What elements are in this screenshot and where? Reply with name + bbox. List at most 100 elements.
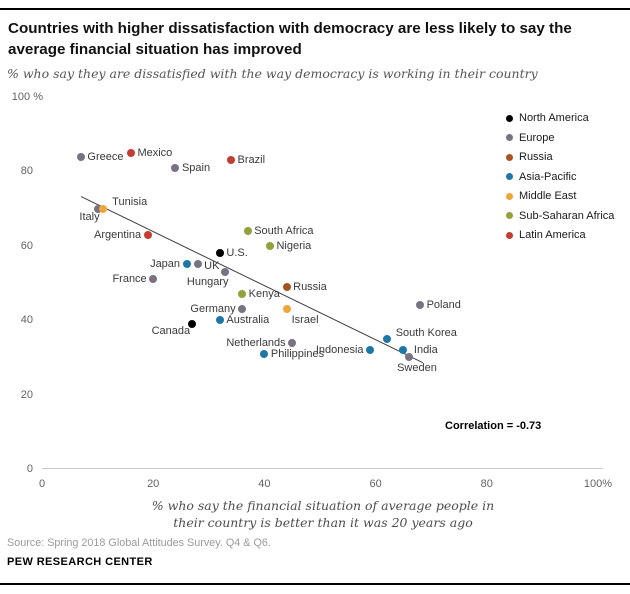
data-point-israel xyxy=(282,305,291,314)
top-divider xyxy=(0,8,630,10)
legend-item-north-america: North America xyxy=(506,112,614,124)
y-axis-tick-label: 20 xyxy=(20,388,33,401)
data-point-label-south-africa: South Africa xyxy=(254,224,314,237)
data-point-label-south-korea: South Korea xyxy=(395,326,457,339)
data-point-uk xyxy=(193,260,202,269)
legend-swatch-icon xyxy=(506,212,513,219)
page-title-line-1: Countries with higher dissatisfaction wi… xyxy=(8,20,572,37)
data-point-label-india: India xyxy=(413,343,438,356)
bottom-divider xyxy=(0,583,630,585)
data-point-label-indonesia: Indonesia xyxy=(315,343,364,356)
legend-label: North America xyxy=(519,112,589,124)
page-title-line-2: average financial situation has improved xyxy=(8,40,302,58)
legend-label: Russia xyxy=(519,151,553,163)
data-point-label-argentina: Argentina xyxy=(94,228,142,241)
data-point-label-hungary: Hungary xyxy=(186,275,229,288)
data-point-india xyxy=(399,345,408,354)
data-point-netherlands xyxy=(288,338,297,347)
data-point-label-u-s: U.S. xyxy=(226,247,248,260)
x-axis-tick-label: 60 xyxy=(369,478,382,490)
y-axis-tick-label: 40 xyxy=(20,314,33,327)
y-axis-tick-label: 0 xyxy=(26,463,33,475)
data-point-south-korea xyxy=(382,334,391,343)
data-point-canada xyxy=(188,319,197,328)
legend: North America Europe Russia Asia-Pacific Mid… xyxy=(506,112,614,249)
correlation-annotation: Correlation = -0.73 xyxy=(445,420,542,432)
data-point-label-mexico: Mexico xyxy=(137,146,173,159)
data-point-spain xyxy=(171,163,180,172)
chart-subtitle: % who say they are dissatisfied with the… xyxy=(7,66,538,81)
page-title: Countries with higher dissatisfaction wi… xyxy=(8,19,618,60)
legend-item-europe: Europe xyxy=(506,132,614,144)
legend-label: Sub-Saharan Africa xyxy=(519,209,615,222)
data-point-label-kenya: Kenya xyxy=(248,288,280,301)
data-point-greece xyxy=(76,152,85,161)
legend-label: Asia-Pacific xyxy=(519,170,577,183)
x-axis-title: % who say the financial situation of ave… xyxy=(63,497,583,531)
data-point-label-germany: Germany xyxy=(190,303,236,316)
x-axis-tick-label: 40 xyxy=(258,478,271,490)
x-axis-title-line-1: % who say the financial situation of ave… xyxy=(151,498,495,513)
data-point-kenya xyxy=(238,290,247,299)
data-point-label-canada: Canada xyxy=(151,324,191,337)
legend-item-latin-america: Latin America xyxy=(506,229,614,241)
source-note: Source: Spring 2018 Global Attitudes Sur… xyxy=(7,537,271,549)
legend-item-sub-saharan-africa: Sub-Saharan Africa xyxy=(506,210,614,222)
data-point-brazil xyxy=(227,156,236,165)
data-point-indonesia xyxy=(366,345,375,354)
data-point-label-israel: Israel xyxy=(291,314,319,327)
data-point-russia xyxy=(282,282,291,291)
data-point-label-brazil: Brazil xyxy=(237,154,266,167)
data-point-hungary xyxy=(221,267,230,276)
data-point-label-australia: Australia xyxy=(226,314,270,327)
legend-label: Latin America xyxy=(519,229,586,241)
data-point-label-netherlands: Netherlands xyxy=(226,336,286,349)
x-axis-tick-label: 0 xyxy=(38,478,46,490)
legend-swatch-icon xyxy=(506,114,513,122)
x-axis-title-line-2: their country is better than it was 20 y… xyxy=(173,515,473,530)
brand-footer: PEW RESEARCH CENTER xyxy=(7,556,153,568)
data-point-philippines xyxy=(260,349,269,358)
x-axis-tick-label: 100% xyxy=(583,478,613,490)
data-point-south-africa xyxy=(243,226,252,235)
y-axis-tick-label: 80 xyxy=(20,165,33,178)
data-point-label-greece: Greece xyxy=(87,150,124,163)
data-point-u-s xyxy=(215,249,224,258)
data-point-label-spain: Spain xyxy=(181,161,211,174)
data-point-germany xyxy=(238,305,247,314)
legend-swatch-icon xyxy=(506,134,513,141)
data-point-label-tunisia: Tunisia xyxy=(112,195,148,208)
data-point-label-poland: Poland xyxy=(426,299,461,312)
data-point-nigeria xyxy=(265,241,274,250)
data-point-label-sweden: Sweden xyxy=(397,362,437,375)
data-point-france xyxy=(149,275,158,284)
legend-item-russia: Russia xyxy=(506,151,614,163)
data-point-mexico xyxy=(126,148,135,157)
x-axis-line xyxy=(42,468,603,469)
data-point-label-italy: Italy xyxy=(79,210,100,223)
data-point-argentina xyxy=(143,230,152,239)
data-point-label-philippines: Philippines xyxy=(270,347,325,360)
legend-swatch-icon xyxy=(506,231,513,239)
legend-swatch-icon xyxy=(506,173,513,180)
data-point-poland xyxy=(416,301,425,310)
data-point-label-france: France xyxy=(112,273,147,286)
data-point-tunisia xyxy=(99,204,108,213)
data-point-japan xyxy=(182,260,191,269)
legend-swatch-icon xyxy=(506,192,513,200)
data-point-label-russia: Russia xyxy=(293,280,327,293)
data-point-label-uk: UK xyxy=(204,260,220,273)
data-point-label-nigeria: Nigeria xyxy=(276,239,312,252)
data-point-sweden xyxy=(404,353,413,362)
legend-label: Middle East xyxy=(519,190,577,202)
y-axis-tick-label: 60 xyxy=(20,239,33,252)
legend-item-asia-pacific: Asia-Pacific xyxy=(506,171,614,183)
data-point-italy xyxy=(93,204,102,213)
legend-swatch-icon xyxy=(506,153,513,161)
x-axis-tick-label: 20 xyxy=(147,478,160,490)
data-point-label-japan: Japan xyxy=(150,258,181,271)
y-axis-tick-label: 100 % xyxy=(11,91,43,103)
legend-label: Europe xyxy=(519,131,555,144)
